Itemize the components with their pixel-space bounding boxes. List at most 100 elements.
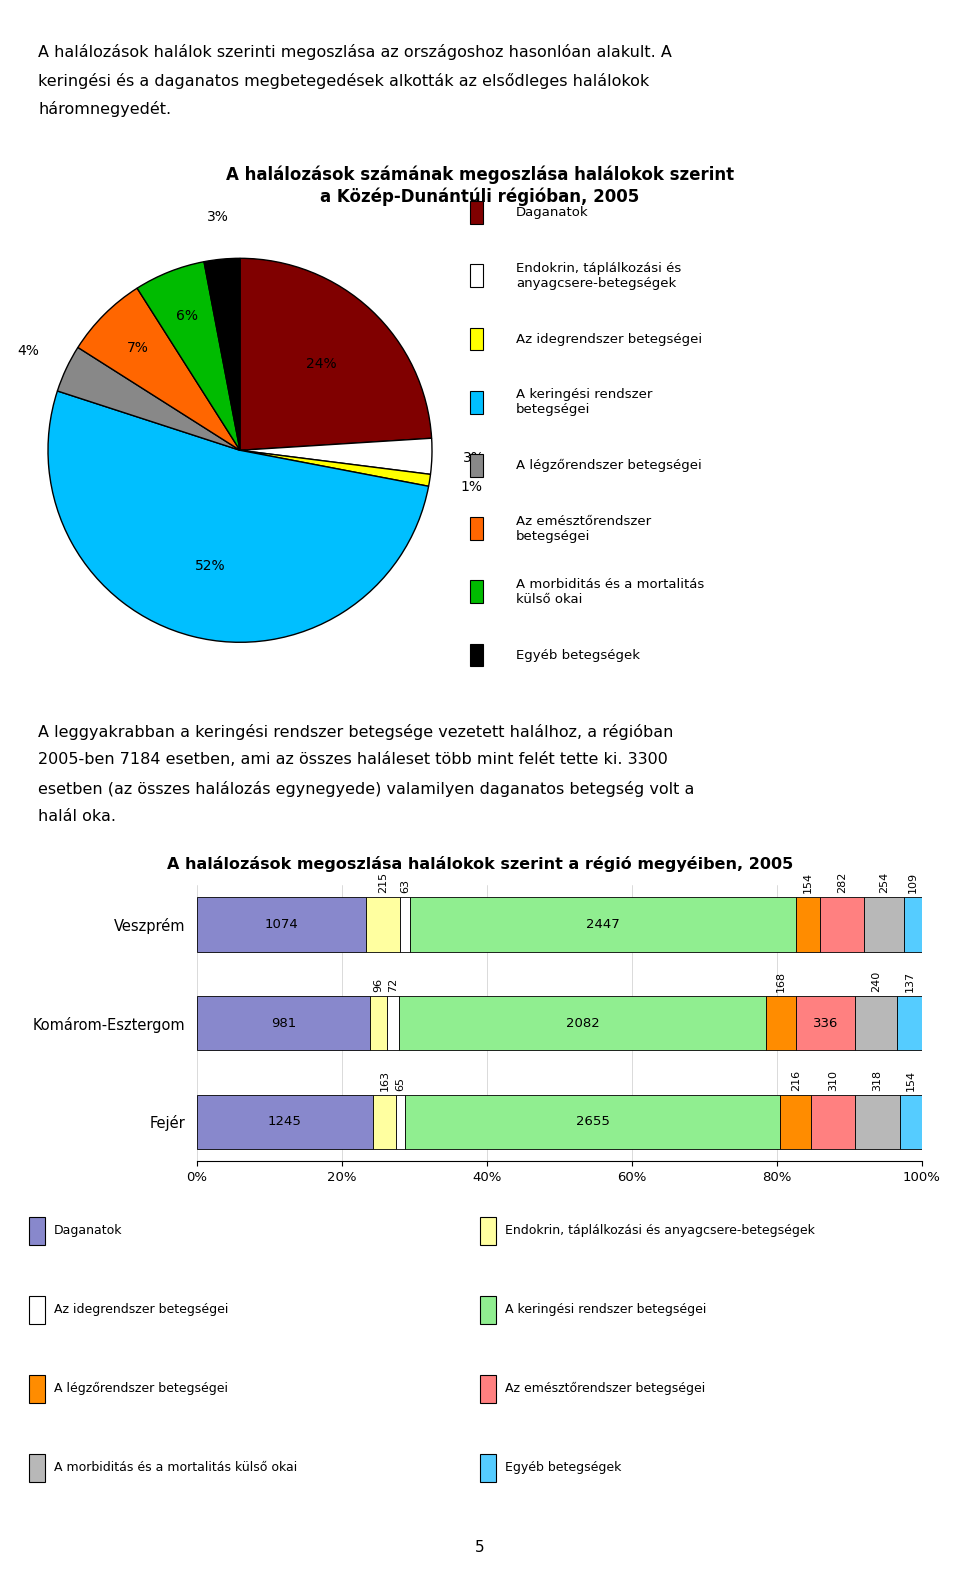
Bar	[900, 1095, 922, 1149]
Text: 3%: 3%	[463, 450, 485, 465]
Bar	[366, 897, 400, 951]
Bar	[480, 1296, 496, 1324]
Wedge shape	[204, 258, 240, 450]
Text: háromnegyedét.: háromnegyedét.	[38, 101, 172, 117]
Bar	[480, 1217, 496, 1245]
Text: 163: 163	[379, 1070, 390, 1090]
Wedge shape	[240, 438, 432, 474]
Text: Egyéb betegségek: Egyéb betegségek	[516, 648, 640, 662]
Bar	[29, 1454, 45, 1482]
Text: 109: 109	[908, 872, 918, 893]
Text: A leggyakrabban a keringési rendszer betegsége vezetett halálhoz, a régióban: A leggyakrabban a keringési rendszer bet…	[38, 724, 674, 739]
Text: Endokrin, táplálkozási és anyagcsere-betegségek: Endokrin, táplálkozási és anyagcsere-bet…	[505, 1224, 815, 1237]
Text: 2447: 2447	[586, 918, 619, 931]
Bar	[396, 1095, 405, 1149]
Text: A halálozások halálok szerinti megoszlása az országoshoz hasonlóan alakult. A: A halálozások halálok szerinti megoszlás…	[38, 44, 672, 60]
Text: 63: 63	[400, 880, 410, 893]
Text: 168: 168	[776, 970, 786, 992]
Bar	[811, 1095, 854, 1149]
Text: 3%: 3%	[207, 210, 228, 224]
Bar	[480, 1375, 496, 1403]
Bar	[399, 995, 766, 1051]
Text: 240: 240	[872, 970, 881, 992]
Bar	[470, 390, 483, 414]
Text: Daganatok: Daganatok	[516, 205, 588, 220]
Bar	[29, 1296, 45, 1324]
Text: 52%: 52%	[195, 559, 226, 572]
Text: 1074: 1074	[265, 918, 299, 931]
Text: 4%: 4%	[17, 343, 39, 357]
Text: Egyéb betegségek: Egyéb betegségek	[505, 1462, 622, 1474]
Text: 254: 254	[879, 872, 889, 893]
Text: 65: 65	[396, 1076, 405, 1090]
Bar	[470, 643, 483, 667]
Text: Az emésztőrendszer betegségei: Az emésztőrendszer betegségei	[505, 1382, 706, 1395]
Text: 72: 72	[388, 978, 398, 992]
Bar	[470, 517, 483, 540]
Bar	[904, 897, 922, 951]
Text: A keringési rendszer
betegségei: A keringési rendszer betegségei	[516, 389, 653, 416]
Wedge shape	[58, 348, 240, 450]
Bar	[480, 1454, 496, 1482]
Text: A morbiditás és a mortalitás külső okai: A morbiditás és a mortalitás külső okai	[54, 1462, 298, 1474]
Text: 1245: 1245	[268, 1115, 301, 1128]
Wedge shape	[78, 288, 240, 450]
Text: 6%: 6%	[176, 310, 198, 324]
Text: A légzőrendszer betegségei: A légzőrendszer betegségei	[516, 458, 702, 472]
Text: A légzőrendszer betegségei: A légzőrendszer betegségei	[54, 1382, 228, 1395]
Text: keringési és a daganatos megbetegedések alkották az elsődleges halálokok: keringési és a daganatos megbetegedések …	[38, 73, 650, 88]
Bar	[898, 995, 922, 1051]
Wedge shape	[240, 258, 432, 450]
Text: 310: 310	[828, 1070, 838, 1090]
Bar	[864, 897, 904, 951]
Text: 137: 137	[904, 970, 915, 992]
Bar	[410, 897, 796, 951]
Text: 2082: 2082	[566, 1016, 600, 1030]
Bar	[470, 580, 483, 604]
Wedge shape	[137, 262, 240, 450]
Bar	[405, 1095, 780, 1149]
Text: Daganatok: Daganatok	[54, 1224, 123, 1237]
Text: 24%: 24%	[306, 357, 337, 371]
Bar	[197, 897, 366, 951]
Bar	[820, 897, 864, 951]
Text: 2655: 2655	[576, 1115, 610, 1128]
Text: A morbiditás és a mortalitás
külső okai: A morbiditás és a mortalitás külső okai	[516, 578, 705, 605]
Bar	[470, 453, 483, 477]
Text: 215: 215	[378, 872, 388, 893]
Text: 7%: 7%	[128, 341, 149, 356]
Text: 282: 282	[837, 872, 847, 893]
Bar	[372, 1095, 396, 1149]
Text: A keringési rendszer betegségei: A keringési rendszer betegségei	[505, 1304, 707, 1316]
Text: 2005-ben 7184 esetben, ami az összes haláleset több mint felét tette ki. 3300: 2005-ben 7184 esetben, ami az összes hal…	[38, 752, 668, 766]
Text: 981: 981	[271, 1016, 296, 1030]
Bar	[796, 897, 820, 951]
Text: 216: 216	[791, 1070, 801, 1090]
Text: Az idegrendszer betegségei: Az idegrendszer betegségei	[54, 1304, 228, 1316]
Text: 336: 336	[813, 1016, 838, 1030]
Text: 5: 5	[475, 1539, 485, 1555]
Text: Az idegrendszer betegségei: Az idegrendszer betegségei	[516, 332, 702, 346]
Bar	[470, 327, 483, 351]
Text: 154: 154	[803, 872, 813, 893]
Text: A halálozások számának megoszlása halálokok szerint
a Közép-Dunántúli régióban, : A halálozások számának megoszlása halálo…	[226, 166, 734, 205]
Text: 1%: 1%	[461, 480, 482, 495]
Bar	[29, 1375, 45, 1403]
Text: Endokrin, táplálkozási és
anyagcsere-betegségek: Endokrin, táplálkozási és anyagcsere-bet…	[516, 262, 682, 289]
Bar	[796, 995, 855, 1051]
Wedge shape	[48, 390, 428, 643]
Bar	[197, 995, 370, 1051]
Bar	[780, 1095, 811, 1149]
Bar	[766, 995, 796, 1051]
Text: esetben (az összes halálozás egynegyede) valamilyen daganatos betegség volt a: esetben (az összes halálozás egynegyede)…	[38, 781, 695, 796]
Bar	[197, 1095, 372, 1149]
Bar	[855, 995, 898, 1051]
Bar	[854, 1095, 900, 1149]
Text: Az emésztőrendszer
betegségei: Az emésztőrendszer betegségei	[516, 515, 651, 542]
Bar	[387, 995, 399, 1051]
Text: 96: 96	[373, 978, 383, 992]
Bar	[470, 201, 483, 224]
Text: 154: 154	[905, 1070, 916, 1090]
Text: 318: 318	[873, 1070, 882, 1090]
Bar	[400, 897, 410, 951]
